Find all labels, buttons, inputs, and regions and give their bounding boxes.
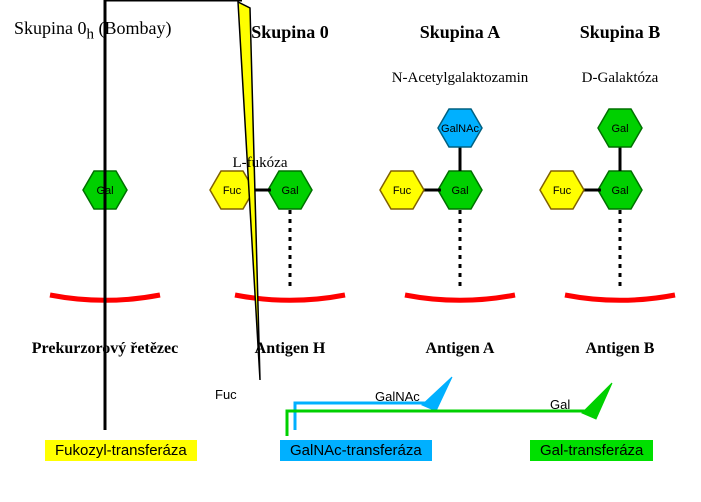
header-b: Skupina B bbox=[560, 22, 680, 43]
svg-text:GalNAc: GalNAc bbox=[441, 123, 479, 135]
arrow-label-gal: Gal bbox=[550, 397, 570, 412]
antigen-h: Antigen H bbox=[220, 340, 360, 358]
arrow-label-fuc: Fuc bbox=[215, 387, 237, 402]
svg-text:Fuc: Fuc bbox=[393, 185, 412, 197]
antigen-a: Antigen A bbox=[390, 340, 530, 358]
svg-text:Fuc: Fuc bbox=[223, 185, 242, 197]
svg-text:Gal: Gal bbox=[281, 185, 298, 197]
antigen-b: Antigen B bbox=[550, 340, 690, 358]
antigen-bombay: Prekurzorový řetězec bbox=[10, 340, 200, 358]
svg-text:Gal: Gal bbox=[611, 185, 628, 197]
enzyme-fuc: Fukozyl-transferáza bbox=[45, 440, 197, 461]
header-a: Skupina A bbox=[400, 22, 520, 43]
enzyme-gal: Gal-transferáza bbox=[530, 440, 653, 461]
enzyme-galnac: GalNAc-transferáza bbox=[280, 440, 432, 461]
sugar-label-b: D-Galaktóza bbox=[550, 70, 690, 87]
arrow-label-galnac: GalNAc bbox=[375, 389, 420, 404]
svg-text:Fuc: Fuc bbox=[553, 185, 572, 197]
sugar-label-h: L-fukóza bbox=[210, 155, 310, 172]
svg-text:Gal: Gal bbox=[611, 123, 628, 135]
header-h: Skupina 0 bbox=[230, 22, 350, 43]
header-bombay: Skupina 0h (Bombay) bbox=[14, 18, 172, 44]
svg-text:Gal: Gal bbox=[451, 185, 468, 197]
sugar-label-a: N-Acetylgalaktozamin bbox=[360, 70, 560, 87]
